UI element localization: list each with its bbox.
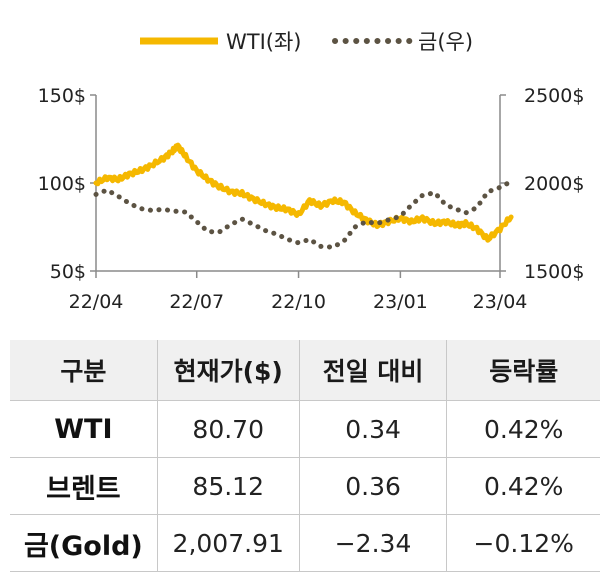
row-label: WTI	[10, 400, 158, 458]
y-right-tick-label: 2500$	[524, 85, 584, 107]
table-cell: 0.36	[298, 457, 447, 515]
table-cell: 0.34	[298, 400, 447, 458]
table-row: 금(Gold) 2,007.91 −2.34 −0.12%	[10, 514, 600, 572]
table-row: 브렌트 85.12 0.36 0.42%	[10, 457, 600, 515]
table-row: WTI 80.70 0.34 0.42%	[10, 400, 600, 458]
table-cell: −0.12%	[446, 514, 600, 572]
table-cell: 80.70	[156, 400, 300, 458]
legend: WTI(좌) 금(우)	[140, 30, 473, 54]
y-right-tick-label: 1500$	[524, 261, 584, 283]
y-left-tick-label: 100$	[38, 173, 86, 195]
legend-label-gold: 금(우)	[418, 30, 473, 54]
plot-area	[93, 142, 514, 250]
column-header: 등락률	[446, 340, 600, 401]
column-header: 현재가($)	[156, 340, 300, 401]
column-header: 전일 대비	[298, 340, 447, 401]
x-tick-label: 23/01	[373, 291, 428, 313]
table-cell: −2.34	[298, 514, 447, 572]
x-tick-label: 23/04	[473, 291, 528, 313]
table-cell: 85.12	[156, 457, 300, 515]
table-cell: 0.42%	[446, 457, 600, 515]
table-cell: 2,007.91	[156, 514, 300, 572]
x-tick-label: 22/04	[69, 291, 124, 313]
x-tick-label: 22/10	[271, 291, 326, 313]
row-label: 브렌트	[10, 457, 158, 515]
y-left-tick-label: 50$	[50, 261, 86, 283]
axes: 150$ 100$ 50$ 2500$ 2000$ 1500$ 22/04 22/07 22/1…	[38, 85, 585, 313]
table-cell: 0.42%	[446, 400, 600, 458]
row-label: 금(Gold)	[10, 514, 158, 572]
table-header-row: 구분 현재가($) 전일 대비 등락률	[10, 340, 600, 401]
legend-label-wti: WTI(좌)	[226, 30, 302, 54]
price-table: 구분 현재가($) 전일 대비 등락률 WTI 80.70 0.34 0.42%…	[10, 340, 600, 572]
x-tick-label: 22/07	[169, 291, 224, 313]
series-line-wti	[93, 142, 514, 243]
series-line-gold	[93, 179, 514, 250]
oil-gold-chart: WTI(좌) 금(우) 150$ 100$ 50$ 2500$ 2000$ 1500$ 22…	[38, 30, 585, 313]
column-header: 구분	[10, 340, 158, 401]
y-left-tick-label: 150$	[38, 85, 86, 107]
y-right-tick-label: 2000$	[524, 173, 584, 195]
